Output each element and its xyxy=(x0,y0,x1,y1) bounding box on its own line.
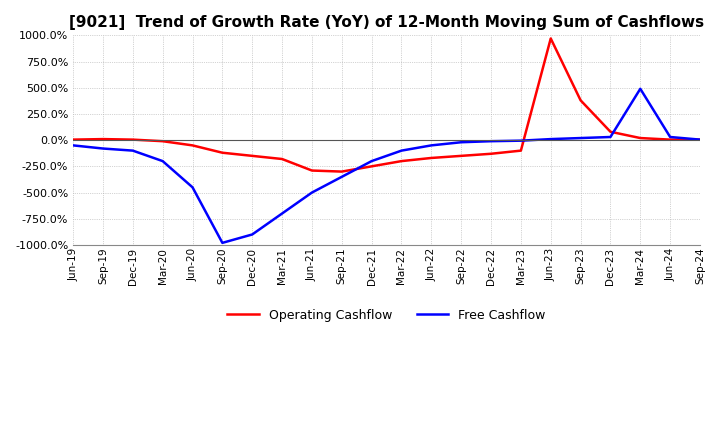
Operating Cashflow xyxy=(576,98,585,103)
Operating Cashflow xyxy=(248,153,256,158)
Operating Cashflow xyxy=(278,156,287,161)
Free Cashflow xyxy=(576,136,585,141)
Free Cashflow xyxy=(427,143,436,148)
Free Cashflow xyxy=(636,86,644,92)
Operating Cashflow xyxy=(546,36,555,41)
Operating Cashflow xyxy=(367,164,376,169)
Operating Cashflow xyxy=(69,137,78,142)
Operating Cashflow xyxy=(158,139,167,144)
Free Cashflow xyxy=(546,136,555,142)
Free Cashflow xyxy=(128,148,137,153)
Operating Cashflow xyxy=(516,148,525,153)
Operating Cashflow xyxy=(338,169,346,174)
Free Cashflow xyxy=(69,143,78,148)
Operating Cashflow xyxy=(457,153,466,158)
Title: [9021]  Trend of Growth Rate (YoY) of 12-Month Moving Sum of Cashflows: [9021] Trend of Growth Rate (YoY) of 12-… xyxy=(69,15,704,30)
Operating Cashflow xyxy=(188,143,197,148)
Free Cashflow xyxy=(218,240,227,246)
Operating Cashflow xyxy=(128,137,137,142)
Free Cashflow xyxy=(338,174,346,180)
Free Cashflow xyxy=(397,148,406,153)
Operating Cashflow xyxy=(427,155,436,161)
Free Cashflow xyxy=(99,146,107,151)
Free Cashflow xyxy=(666,134,675,139)
Free Cashflow xyxy=(606,134,615,139)
Free Cashflow xyxy=(367,158,376,164)
Operating Cashflow xyxy=(397,158,406,164)
Operating Cashflow xyxy=(99,136,107,142)
Free Cashflow xyxy=(457,139,466,145)
Free Cashflow xyxy=(158,158,167,164)
Operating Cashflow xyxy=(307,168,316,173)
Free Cashflow xyxy=(307,190,316,195)
Free Cashflow xyxy=(487,139,495,144)
Operating Cashflow xyxy=(218,150,227,155)
Line: Operating Cashflow: Operating Cashflow xyxy=(73,38,700,172)
Free Cashflow xyxy=(278,211,287,216)
Free Cashflow xyxy=(696,137,704,142)
Legend: Operating Cashflow, Free Cashflow: Operating Cashflow, Free Cashflow xyxy=(222,304,551,327)
Operating Cashflow xyxy=(606,129,615,134)
Operating Cashflow xyxy=(487,151,495,156)
Line: Free Cashflow: Free Cashflow xyxy=(73,89,700,243)
Operating Cashflow xyxy=(636,136,644,141)
Free Cashflow xyxy=(188,185,197,190)
Free Cashflow xyxy=(516,138,525,143)
Free Cashflow xyxy=(248,232,256,237)
Operating Cashflow xyxy=(666,137,675,142)
Operating Cashflow xyxy=(696,137,704,142)
